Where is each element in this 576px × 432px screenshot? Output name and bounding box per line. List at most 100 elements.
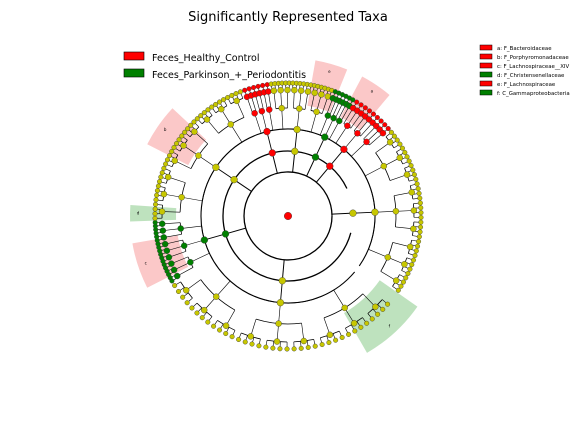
tree-node	[418, 214, 424, 220]
tree-node	[297, 87, 305, 94]
tree-node	[165, 254, 173, 261]
tree-node	[256, 343, 262, 349]
tree-node	[153, 201, 159, 207]
tree-node	[305, 344, 311, 350]
tree-node	[403, 275, 409, 281]
root-node	[284, 211, 293, 220]
tree-node	[319, 342, 325, 348]
tree-node	[392, 277, 400, 284]
tree-node	[154, 192, 160, 198]
tree-node	[311, 153, 320, 161]
tree-node	[277, 87, 284, 94]
tree-node	[396, 154, 403, 162]
tree-ring-2	[222, 150, 352, 282]
tree-branch	[266, 131, 273, 154]
tree-node	[410, 207, 418, 214]
tree-node	[402, 149, 408, 155]
tree-node	[408, 163, 414, 169]
tree-node	[164, 157, 170, 163]
tree-node	[318, 91, 325, 98]
tree-node	[175, 288, 181, 294]
tree-node	[375, 311, 381, 317]
tree-node	[358, 102, 364, 108]
tree-node	[194, 116, 200, 122]
taxa-legend: a: F_Bacteroidaceae b: F_Porphyromonadac…	[479, 44, 570, 97]
tree-node	[405, 271, 411, 277]
tree-node	[403, 171, 411, 178]
tree-node	[293, 125, 301, 134]
tree-node	[391, 133, 397, 139]
tree-node	[346, 331, 352, 337]
tree-node	[277, 346, 283, 352]
tree-node	[242, 87, 248, 93]
tree-node	[191, 128, 198, 135]
tree-node	[268, 149, 276, 157]
tree-branch	[368, 249, 388, 258]
tree-node	[411, 172, 417, 178]
tree-node	[182, 129, 188, 135]
clade-labels: e a b c d f	[137, 69, 391, 329]
tree-node	[410, 167, 416, 173]
taxa-label-c: c: F_Lachnospiraceae__XIV	[497, 64, 570, 70]
tree-node	[205, 319, 211, 325]
tree-nodes	[152, 80, 424, 352]
tree-node	[296, 105, 303, 112]
tree-node	[205, 107, 211, 113]
clade-label-f: f	[389, 324, 391, 329]
taxa-swatch-f	[479, 89, 493, 96]
taxa-label-d: d: F_Christensenellaceae	[497, 73, 565, 79]
tree-node	[270, 345, 276, 351]
tree-node	[298, 345, 304, 351]
tree-branch	[315, 136, 326, 158]
tree-node	[251, 85, 257, 91]
tree-node	[291, 346, 297, 352]
tree-node	[168, 260, 175, 267]
tree-node	[358, 324, 364, 330]
tree-node	[371, 208, 379, 216]
tree-node	[379, 129, 387, 137]
tree-node	[217, 327, 223, 333]
tree-node	[159, 227, 167, 234]
tree-node	[227, 121, 234, 128]
tree-branch	[310, 111, 317, 133]
tree-node	[284, 346, 290, 352]
tree-branch	[281, 108, 284, 130]
tree-node	[349, 209, 357, 217]
tree-node	[161, 165, 167, 171]
clade-highlight-f	[344, 280, 418, 353]
tree-node	[180, 294, 186, 300]
tree-node	[166, 153, 172, 159]
tree-node	[221, 97, 227, 103]
tree-node	[152, 215, 158, 221]
legend-swatch-healthy	[123, 51, 145, 61]
tree-node	[378, 118, 384, 124]
tree-node	[418, 210, 424, 216]
tree-node	[408, 189, 415, 196]
tree-node	[173, 141, 179, 147]
tree-node	[410, 225, 417, 233]
tree-node	[237, 89, 243, 95]
tree-node	[409, 262, 415, 268]
taxa-label-e: e: F_Lachnospiraceae	[497, 82, 556, 88]
tree-node	[174, 272, 181, 280]
taxa-swatch-c	[479, 62, 493, 69]
tree-node	[363, 138, 370, 146]
tree-node	[242, 339, 248, 345]
tree-node	[324, 112, 332, 119]
tree-node	[362, 105, 368, 111]
tree-node	[159, 220, 166, 228]
tree-node	[304, 88, 312, 95]
tree-node	[161, 240, 169, 248]
tree-node	[418, 205, 424, 211]
tree-node	[163, 161, 169, 167]
tree-node	[385, 301, 391, 307]
tree-node	[397, 141, 403, 147]
tree-node	[164, 173, 172, 181]
tree-node	[415, 243, 421, 249]
taxa-swatch-b	[479, 53, 493, 60]
tree-branch	[329, 149, 345, 167]
tree-node	[255, 83, 261, 89]
taxa-swatch-d	[479, 71, 493, 78]
tree-node	[382, 122, 388, 128]
tree-branch	[329, 120, 340, 140]
